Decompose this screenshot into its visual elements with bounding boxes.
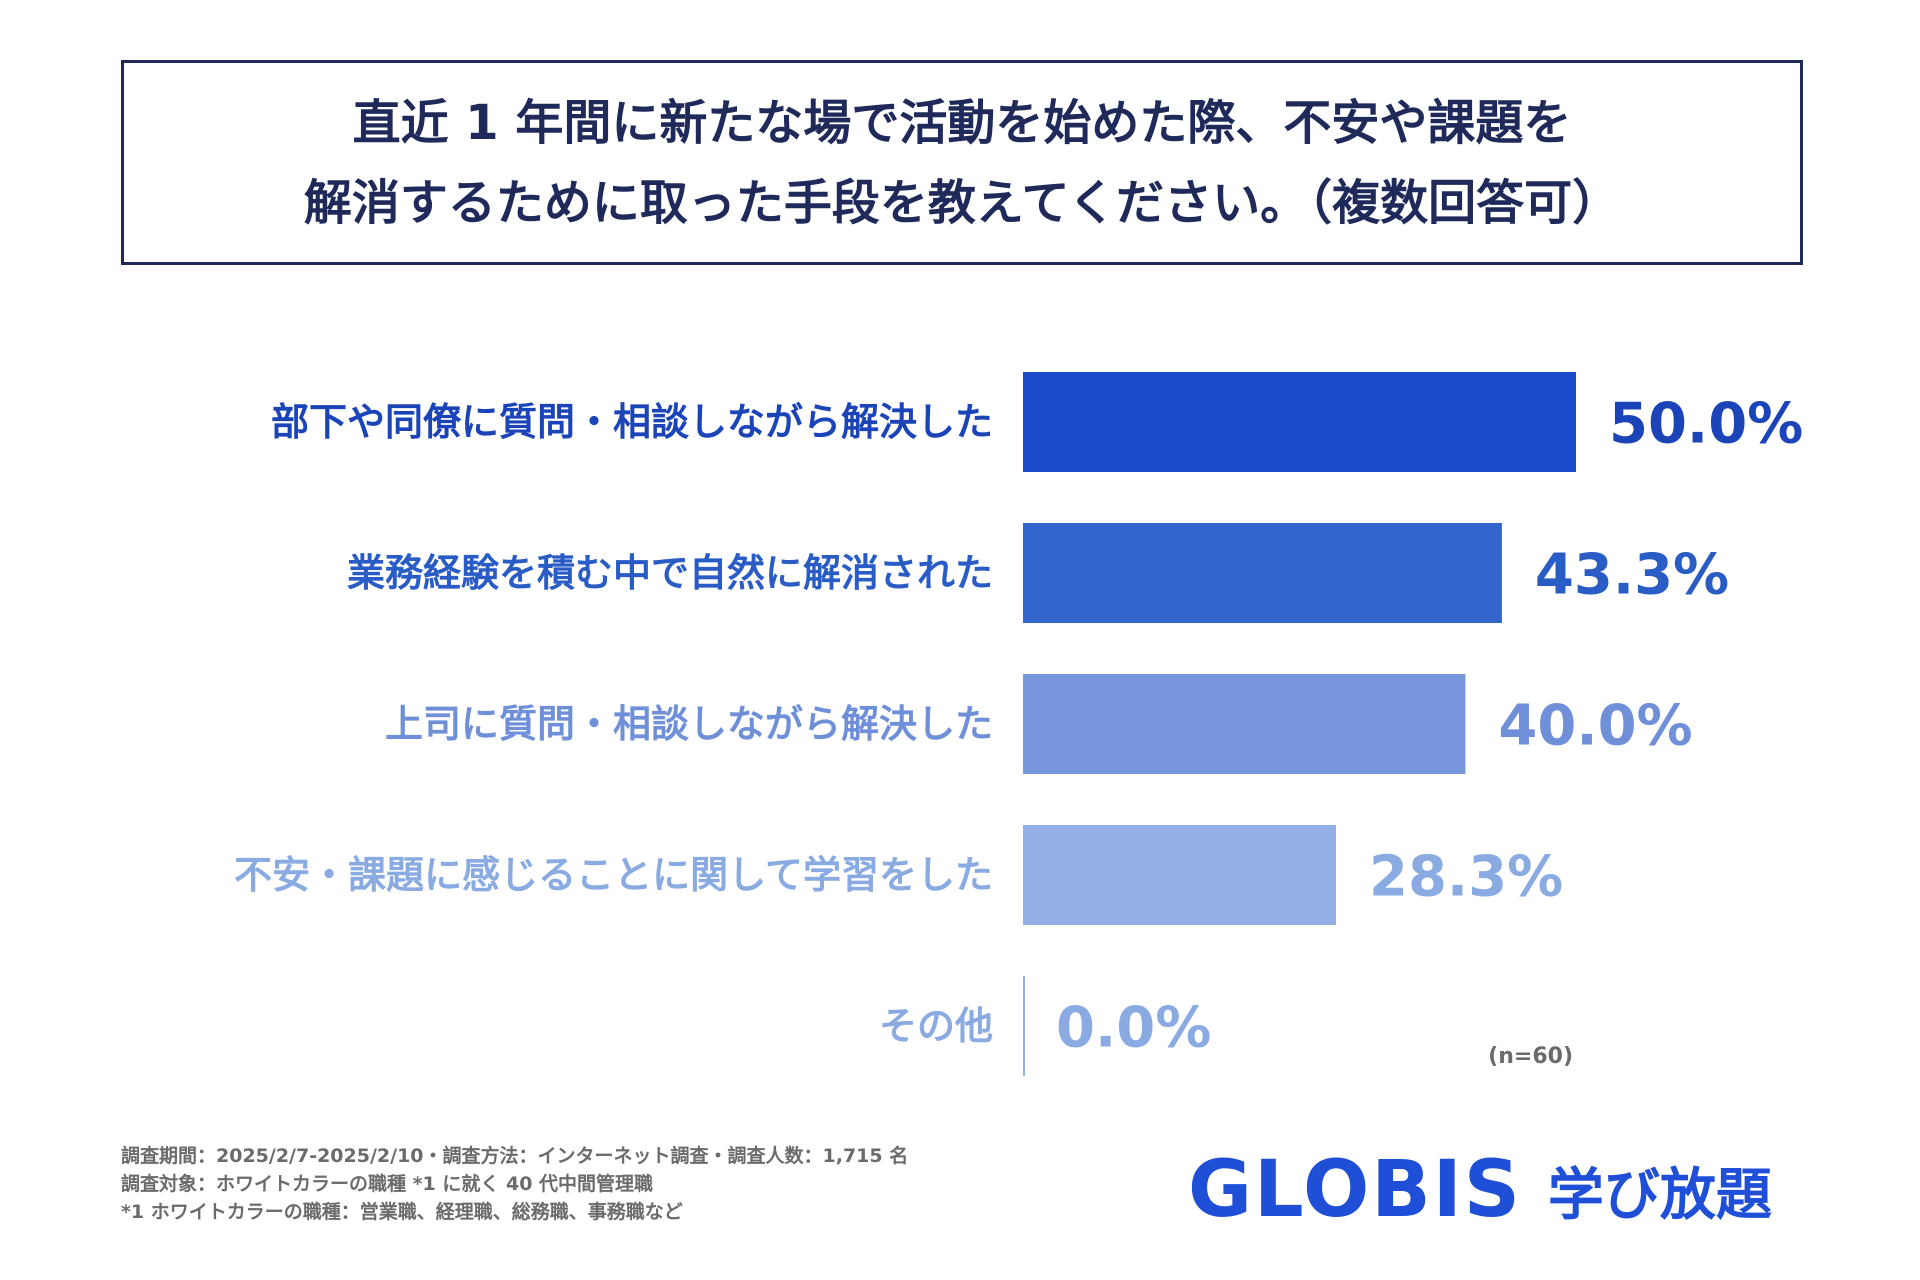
footnotes: 調査期間：2025/2/7-2025/2/10・調査方法：インターネット調査・調…: [121, 1142, 1021, 1226]
footnote-definition: *1 ホワイトカラーの職種：営業職、経理職、総務職、事務職など: [121, 1201, 683, 1223]
footnote-survey-period: 調査期間：2025/2/7-2025/2/10・調査方法：インターネット調査・調…: [121, 1145, 909, 1167]
bar: [1023, 674, 1466, 774]
category-label: その他: [879, 1004, 993, 1048]
logo-sub: 学び放題: [1547, 1162, 1772, 1228]
value-label: 50.0%: [1609, 392, 1803, 457]
globis-logo: GLOBIS 学び放題: [1188, 1145, 1772, 1235]
category-label: 上司に質問・相談しながら解決した: [385, 702, 993, 746]
value-label: 0.0%: [1056, 996, 1211, 1061]
bar-chart: 部下や同僚に質問・相談しながら解決した 50.0% 業務経験を積む中で自然に解消され…: [234, 372, 1803, 1076]
category-label: 業務経験を積む中で自然に解消された: [347, 551, 993, 595]
chart-title-line1: 直近 1 年間に新たな場で活動を始めた際、不安や課題を: [352, 94, 1572, 151]
footnote-target: 調査対象：ホワイトカラーの職種 *1 に就く 40 代中間管理職: [121, 1173, 654, 1195]
chart-title-line2: 解消するために取った手段を教えてください。（複数回答可）: [303, 174, 1621, 231]
category-label: 不安・課題に感じることに関して学習をした: [234, 853, 993, 897]
value-label: 40.0%: [1498, 694, 1692, 759]
bar: [1023, 372, 1576, 472]
bar: [1023, 523, 1502, 623]
logo-brand: GLOBIS: [1188, 1145, 1522, 1235]
chart-title-box: 直近 1 年間に新たな場で活動を始めた際、不安や課題を 解消するために取った手段…: [121, 60, 1803, 265]
sample-size-note: (n=60): [1488, 1044, 1573, 1069]
category-label: 部下や同僚に質問・相談しながら解決した: [271, 400, 993, 444]
value-label: 28.3%: [1369, 845, 1563, 910]
value-label: 43.3%: [1535, 543, 1729, 608]
bar: [1023, 825, 1336, 925]
